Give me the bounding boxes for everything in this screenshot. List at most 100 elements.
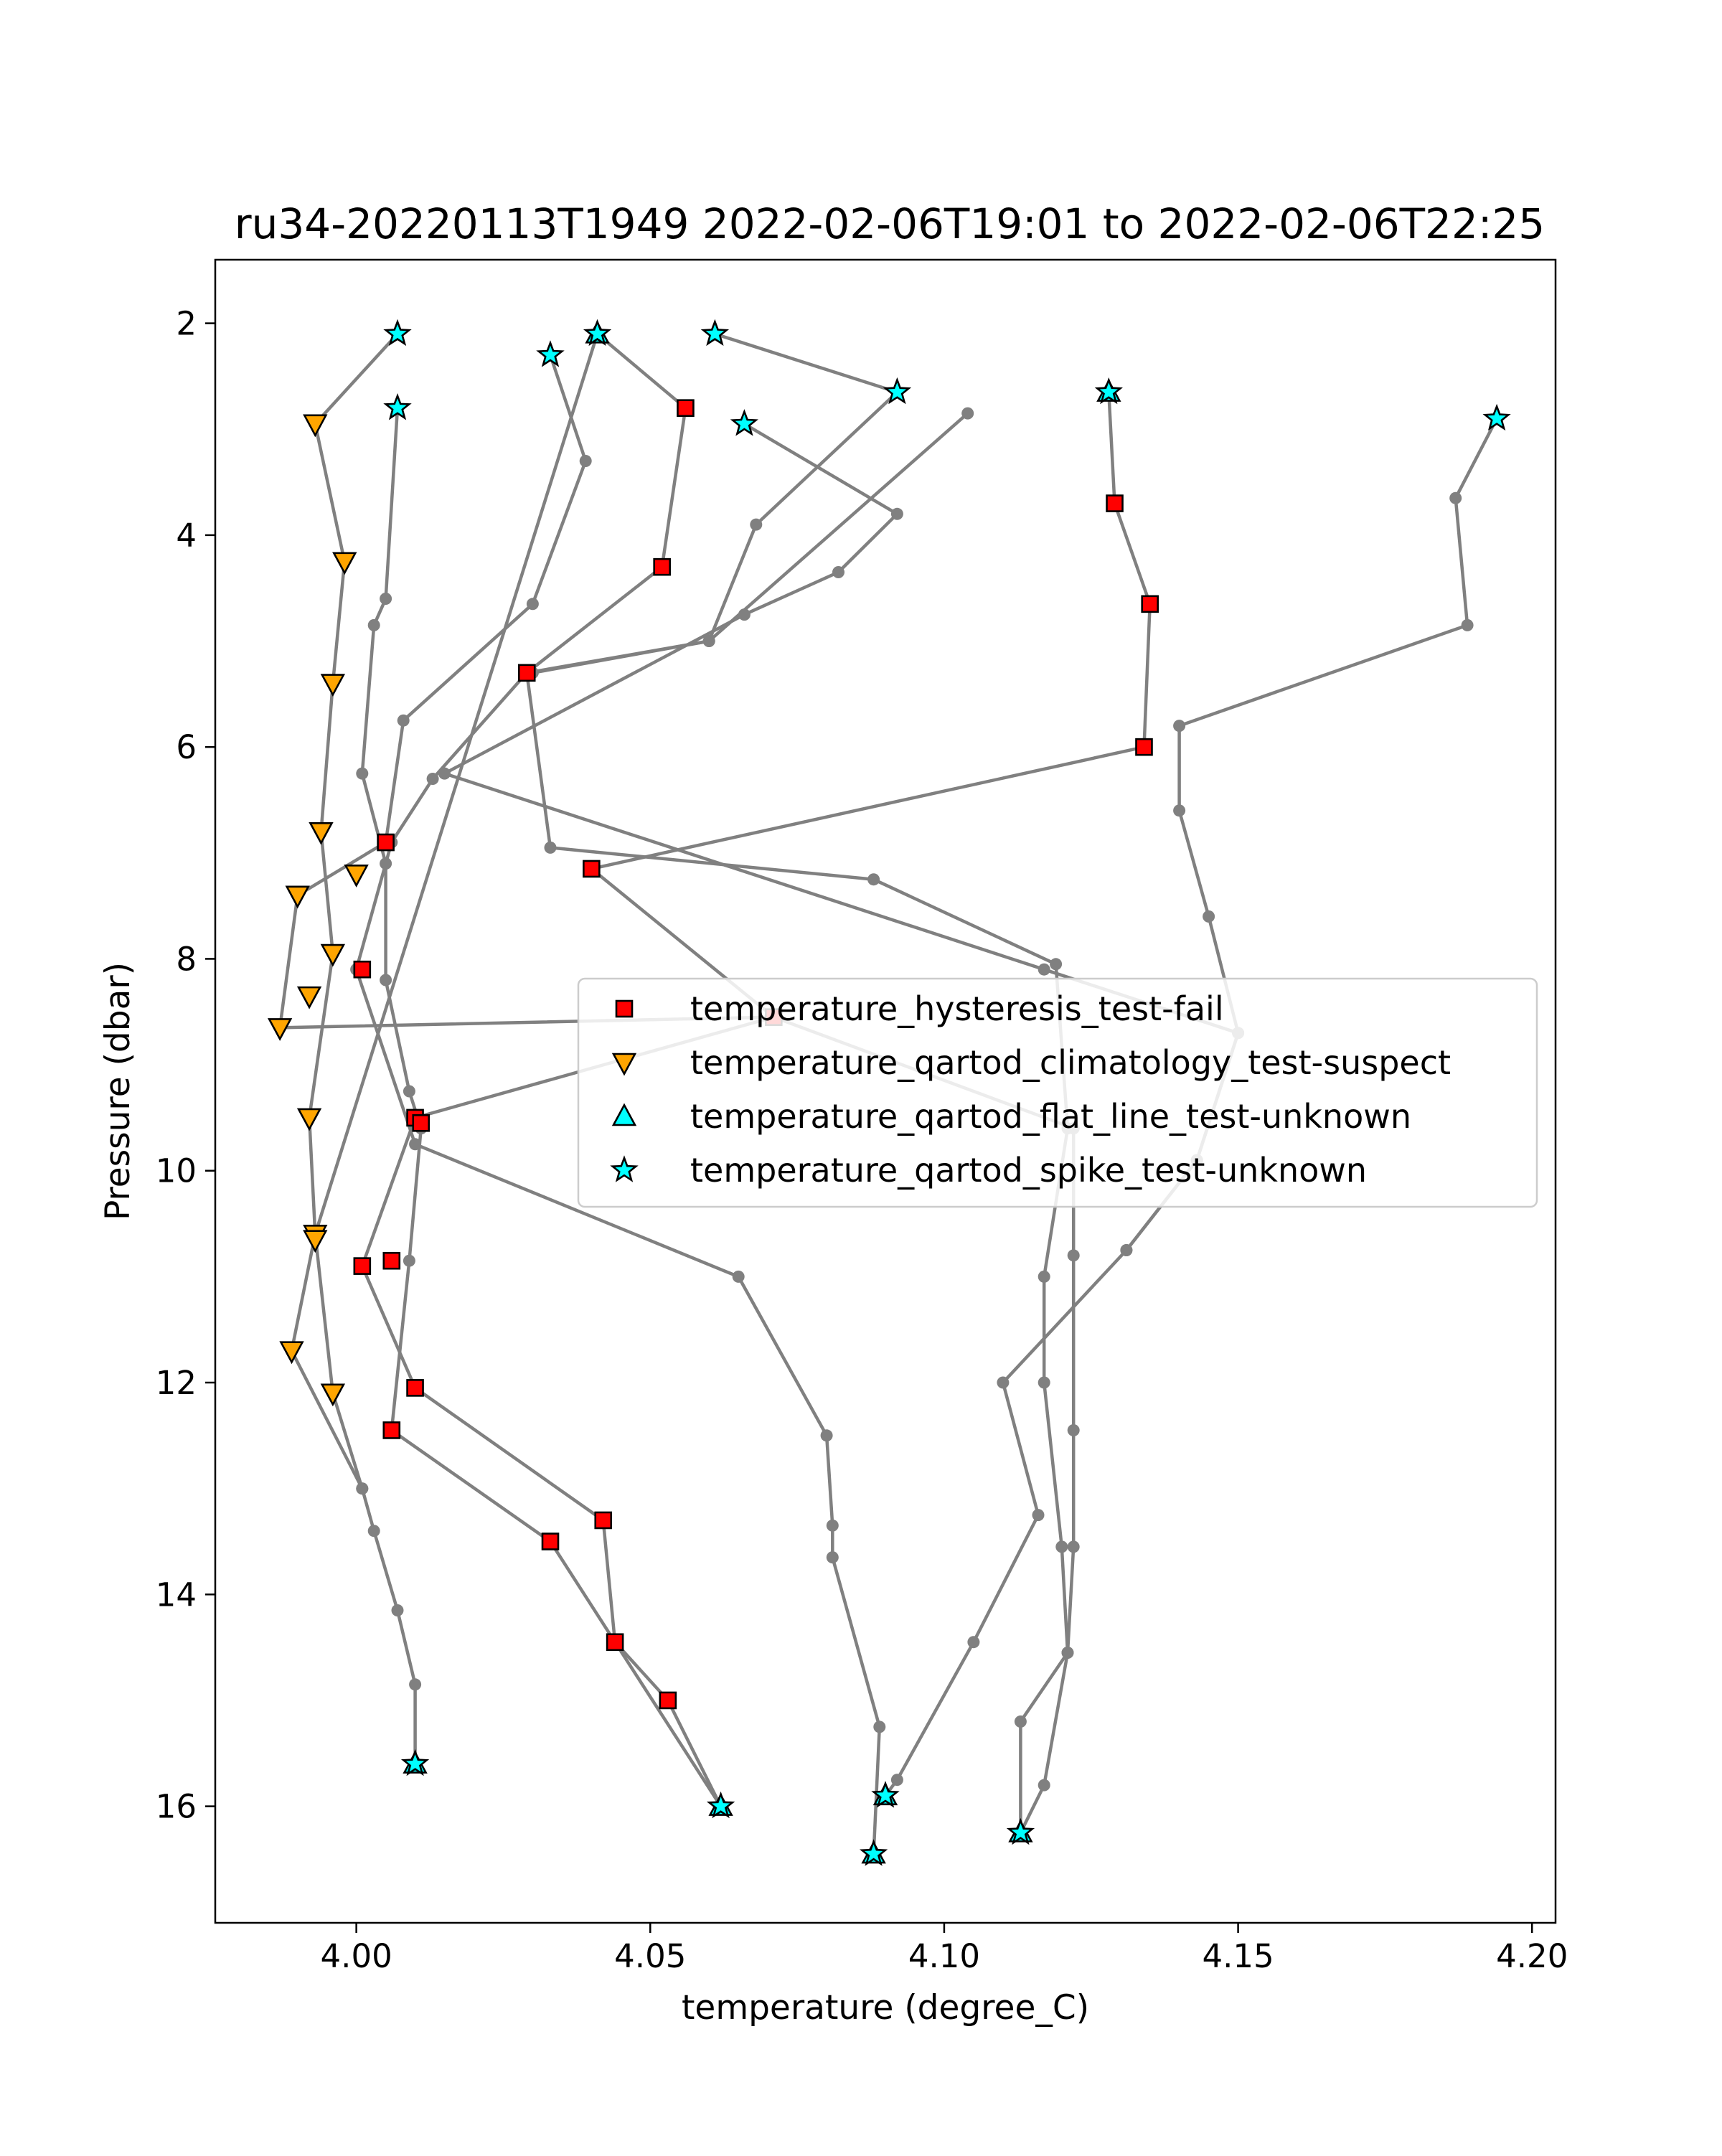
profile-point-6-4 — [738, 608, 751, 621]
temperature-qartod-climatology-test-suspect-marker-7 — [320, 943, 346, 967]
legend-item: temperature_qartod_flat_line_test-unknow… — [611, 1097, 1411, 1136]
y-tick-label: 2 — [176, 305, 197, 343]
temperature-qartod-spike-test-unknown-marker-8 — [730, 409, 758, 436]
profile-point-4-10 — [1038, 1376, 1050, 1389]
profile-point-8-10 — [1067, 1540, 1080, 1553]
profile-point-3-4 — [397, 714, 410, 727]
temperature-hysteresis-test-fail-marker-1 — [677, 399, 695, 418]
temperature-hysteresis-test-fail-marker-5 — [517, 664, 536, 682]
temperature-hysteresis-test-fail-marker-17 — [594, 1511, 613, 1530]
legend-box — [577, 977, 1538, 1208]
temperature-qartod-spike-test-unknown-marker-6 — [883, 377, 912, 405]
temperature-qartod-climatology-test-suspect-marker-8 — [296, 986, 322, 1009]
temperature-qartod-spike-test-unknown-marker-9 — [1482, 403, 1511, 431]
y-tick-label: 12 — [156, 1364, 197, 1402]
profile-point-4-11 — [1055, 1540, 1068, 1553]
temperature-hysteresis-test-fail-marker-13 — [353, 1257, 372, 1275]
y-axis: 2 4 6 8 10 12 14 16 — [156, 305, 215, 1826]
legend-label: temperature_hysteresis_test-fail — [690, 989, 1224, 1028]
profile-point-2-5 — [380, 857, 392, 870]
profile-point-2-4 — [356, 767, 369, 780]
profile-point-4-7 — [1050, 958, 1063, 971]
temperature-qartod-spike-test-unknown-marker-12 — [871, 1781, 900, 1808]
legend-label: temperature_qartod_climatology_test-susp… — [690, 1043, 1451, 1082]
legend: temperature_hysteresis_test-fail temperat… — [577, 977, 1538, 1208]
y-tick-label: 6 — [176, 728, 197, 766]
profile-point-6-13 — [890, 1774, 903, 1787]
temperature-hysteresis-test-fail-marker-20 — [659, 1691, 677, 1710]
profile-point-5-11 — [820, 1429, 833, 1442]
x-axis-title: temperature (degree_C) — [682, 1988, 1089, 2028]
temperature-qartod-spike-test-unknown-marker-2 — [583, 319, 612, 347]
profile-point-7-2 — [702, 635, 715, 647]
profile-point-9-2 — [1449, 491, 1462, 504]
profile-point-5-10 — [732, 1270, 745, 1283]
temperature-qartod-climatology-test-suspect-marker-2 — [332, 552, 357, 575]
profile-point-5-13 — [826, 1551, 839, 1564]
temperature-hysteresis-test-fail-marker-18 — [541, 1533, 560, 1550]
temperature-qartod-climatology-test-suspect-marker-4 — [309, 822, 334, 845]
temperature-hysteresis-test-fail-marker-6 — [1135, 738, 1153, 756]
legend-marker-temperature-hysteresis-test-fail — [615, 999, 634, 1018]
temperature-qartod-climatology-test-suspect-marker-13 — [279, 1341, 304, 1365]
profile-point-6-3 — [832, 566, 844, 578]
profile-point-4-13 — [1014, 1715, 1027, 1728]
profile-point-5-3 — [750, 518, 763, 531]
profile-point-6-2 — [890, 507, 903, 520]
legend-marker-temperature-qartod-flat-line-test-unknown — [611, 1103, 637, 1126]
profile-point-5-6 — [426, 773, 439, 785]
temperature-hysteresis-test-fail-marker-12 — [412, 1114, 430, 1132]
profile-point-8-9 — [1067, 1424, 1080, 1436]
legend-label: temperature_qartod_spike_test-unknown — [690, 1151, 1367, 1190]
profile-point-9-3 — [1461, 618, 1474, 631]
legend-label: temperature_qartod_flat_line_test-unknow… — [690, 1097, 1411, 1136]
profile-point-1-12 — [391, 1604, 404, 1616]
temperature-hysteresis-test-fail-marker-16 — [382, 1421, 401, 1439]
x-tick-label: 4.10 — [908, 1937, 980, 1975]
profile-point-5-9 — [409, 1138, 422, 1151]
profile-line-1 — [307, 332, 417, 1766]
profile-point-1-11 — [367, 1525, 380, 1538]
profile-point-2-7 — [403, 1085, 415, 1098]
temperature-hysteresis-test-fail-marker-14 — [382, 1251, 401, 1270]
temperature-hysteresis-test-fail-marker-19 — [606, 1633, 624, 1652]
temperature-hysteresis-test-fail-marker-3 — [653, 557, 671, 576]
legend-item: temperature_qartod_climatology_test-susp… — [611, 1043, 1451, 1082]
temperature-qartod-climatology-test-suspect-marker-10 — [296, 1108, 322, 1131]
x-tick-label: 4.05 — [614, 1937, 686, 1975]
legend-item: temperature_hysteresis_test-fail — [615, 989, 1224, 1028]
y-tick-label: 4 — [176, 517, 197, 555]
profile-point-5-12 — [826, 1519, 839, 1532]
profile-point-2-2 — [380, 593, 392, 605]
profile-point-8-11 — [1061, 1647, 1074, 1659]
temperature-hysteresis-test-fail-marker-4 — [1141, 595, 1159, 613]
profile-point-2-6 — [380, 974, 392, 987]
temperature-qartod-climatology-test-suspect-marker-6 — [285, 885, 310, 909]
profile-point-4-6 — [867, 873, 880, 886]
plot-frame — [214, 258, 1557, 1924]
plot-area — [267, 319, 1511, 1866]
x-axis: 4.00 4.05 4.10 4.15 4.20 — [321, 1923, 1568, 1975]
profile-point-9-9 — [1120, 1244, 1133, 1256]
y-tick-label: 14 — [156, 1576, 197, 1614]
temperature-qartod-spike-test-unknown-marker-3 — [700, 319, 730, 347]
legend-item: temperature_qartod_spike_test-unknown — [610, 1151, 1367, 1190]
temperature-qartod-spike-test-unknown-marker-14 — [859, 1839, 888, 1866]
profile-point-5-14 — [873, 1720, 886, 1733]
temperature-hysteresis-test-fail-marker-9 — [353, 960, 372, 979]
x-tick-label: 4.20 — [1496, 1937, 1568, 1975]
profile-point-6-5 — [438, 767, 451, 780]
y-axis-title: Pressure (dbar) — [98, 962, 138, 1220]
temperature-qartod-spike-test-unknown-marker-10 — [400, 1748, 430, 1776]
y-tick-label: 8 — [176, 940, 197, 978]
profile-point-6-12 — [967, 1636, 980, 1649]
profile-point-3-3 — [526, 598, 539, 611]
profile-point-8-12 — [1038, 1779, 1050, 1792]
profile-point-6-11 — [1032, 1509, 1045, 1522]
profile-point-9-6 — [1203, 910, 1215, 923]
temperature-qartod-spike-test-unknown-marker-13 — [1006, 1817, 1035, 1845]
profile-point-9-5 — [1173, 804, 1186, 817]
temperature-qartod-climatology-test-suspect-marker-5 — [344, 865, 369, 888]
